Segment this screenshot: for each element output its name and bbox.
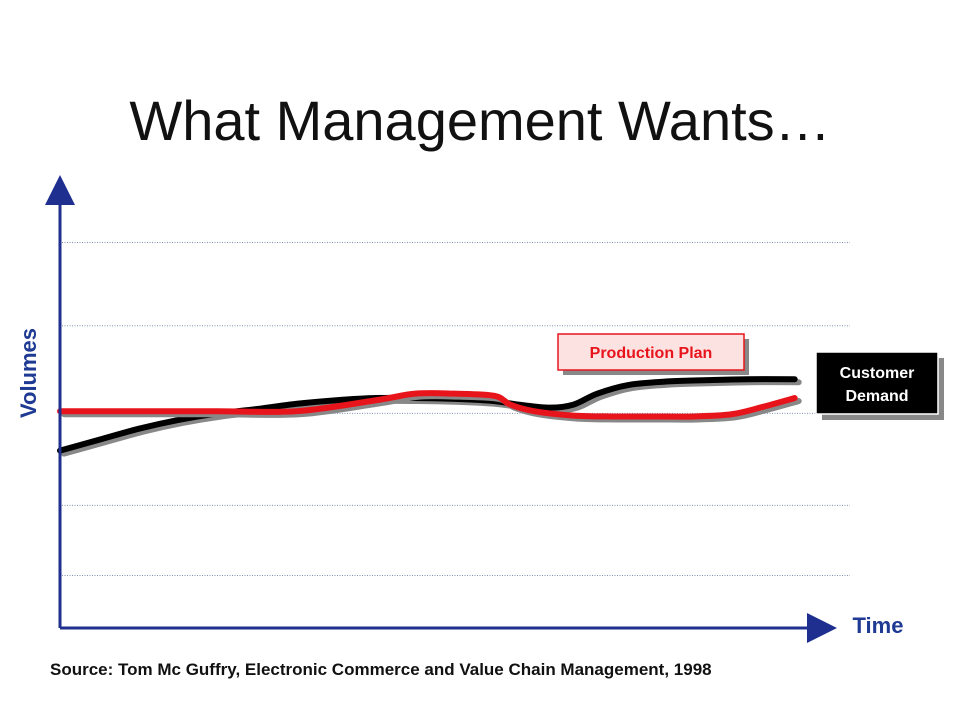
series-group bbox=[57, 376, 802, 457]
y-axis-label: Volumes bbox=[16, 328, 41, 418]
production-plan-callout-box bbox=[557, 333, 745, 371]
production-plan-label: Production Plan bbox=[590, 345, 713, 362]
customer-demand-callout: Customer Demand bbox=[815, 351, 944, 420]
production-plan-callout: Production Plan bbox=[557, 333, 749, 375]
slide-title: What Management Wants… bbox=[129, 89, 831, 152]
customer-demand-callout-box bbox=[815, 351, 939, 415]
customer-demand-label-line2: Demand bbox=[845, 388, 908, 405]
customer-demand-label-line1: Customer bbox=[840, 365, 915, 382]
production-plan-line bbox=[57, 390, 798, 420]
source-citation: Source: Tom Mc Guffry, Electronic Commer… bbox=[50, 660, 712, 679]
x-axis-label: Time bbox=[853, 613, 904, 638]
